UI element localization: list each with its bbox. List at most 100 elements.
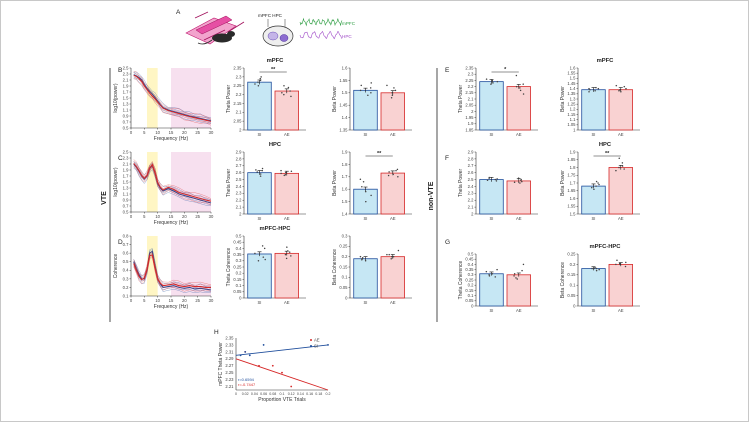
y-tick-label: 2.7 [468, 163, 474, 168]
y-tick-label: 0.25 [233, 264, 242, 269]
data-point [370, 194, 372, 197]
data-point [615, 263, 617, 266]
data-point [620, 91, 622, 93]
x-tick-label: 10 [155, 130, 160, 135]
y-tick-label: 2.3 [236, 74, 242, 79]
scatter-point-si [327, 344, 329, 346]
data-point [361, 257, 363, 260]
chart-title: mPFC [597, 58, 615, 64]
y-axis-label: Theta Power [226, 168, 232, 197]
data-point [618, 166, 620, 169]
y-tick-label: 0.15 [233, 277, 242, 282]
y-tick-label: 0.2 [236, 271, 242, 276]
rat-icon [197, 31, 235, 45]
bar-ae [506, 274, 531, 307]
bar-ae [274, 252, 299, 299]
bar-ae [274, 172, 299, 215]
data-point [595, 185, 597, 187]
y-tick-label: 2.33 [225, 342, 234, 347]
x-category-label: SI [364, 132, 368, 137]
bar-chart-C_theta: 2.9 2.8 2.7 2.6 2.5 2.4 2.3 2.2 2.12 SI AE Theta Po… [226, 142, 306, 221]
bar-si [581, 89, 606, 131]
y-tick-label: 2.4 [468, 184, 474, 189]
y-tick-label: 0.7 [123, 203, 129, 208]
data-point [259, 175, 262, 177]
y-tick-label: 2.2 [236, 198, 242, 203]
data-point [623, 168, 625, 170]
data-point [623, 85, 626, 88]
data-point [588, 91, 590, 93]
data-point [359, 255, 362, 258]
x-tick-label: 25 [195, 298, 200, 303]
bar-si [479, 273, 504, 307]
y-tick-label: 2.5 [123, 149, 129, 154]
y-tick-label: 2.1 [468, 96, 474, 101]
panel-label-h: H [214, 329, 219, 336]
data-point [254, 252, 256, 255]
scatter-chart-H_scatter: 2.352.332.312.292.272.252.232.210 0.02 0.0… [218, 335, 331, 403]
y-tick-label: 1.5 [342, 90, 348, 95]
data-point [257, 84, 260, 87]
data-point [386, 253, 388, 256]
series-line-ae [133, 72, 212, 121]
data-point [597, 182, 599, 184]
y-tick-label: 0.25 [339, 244, 348, 249]
data-point [598, 268, 600, 271]
data-point [595, 86, 597, 89]
data-point [595, 180, 598, 183]
y-tick-label: 1.3 [123, 101, 129, 106]
y-axis-label: Beta Power [560, 170, 566, 196]
data-point [255, 169, 257, 171]
x-tick-label: 0.1 [280, 392, 285, 396]
data-point [393, 87, 395, 89]
data-point [260, 76, 262, 78]
y-tick-label: 2.2 [468, 198, 474, 203]
data-point [515, 277, 517, 279]
y-tick-label: 2.7 [236, 163, 242, 168]
data-point [288, 251, 291, 253]
x-tick-label: 5 [143, 130, 146, 135]
data-point [488, 275, 491, 277]
data-point [485, 78, 488, 80]
hpc-lfp-trace [299, 30, 343, 40]
y-tick-label: 0.25 [465, 277, 474, 282]
side-label-non-vte: non-VTE [428, 181, 435, 210]
trace-label-mpfc: mPFC [342, 21, 356, 26]
scatter-point-ae [271, 364, 274, 367]
series-line-ae [133, 256, 212, 290]
data-point [594, 266, 596, 269]
y-tick-label: 2.05 [233, 119, 242, 124]
y-tick-label: 1.65 [567, 188, 576, 193]
y-tick-label: 0.8 [123, 233, 129, 238]
x-category-label: SI [490, 132, 494, 137]
y-tick-label: 2.2 [236, 92, 242, 97]
y-tick-label: 2.5 [468, 177, 474, 182]
x-tick-label: 30 [209, 214, 214, 219]
data-point [259, 77, 262, 80]
data-point [589, 88, 591, 91]
data-point [615, 169, 617, 172]
plot-area: 2.52.32.11.91.71.51.31.10.90.70.50 5 10 15 2… [113, 58, 640, 403]
x-category-label: SI [364, 216, 368, 221]
x-category-label: AE [390, 216, 396, 221]
trace-label-hpc: HPC [342, 34, 352, 39]
y-tick-label: 0.7 [123, 242, 129, 247]
data-point [286, 246, 288, 248]
y-tick-label: 1.3 [123, 185, 129, 190]
data-point [491, 79, 494, 82]
data-point [391, 92, 393, 94]
x-category-label: AE [618, 216, 624, 221]
bar-chart-F_beta: 1.9 1.85 1.8 1.75 1.7 1.65 1.6 1.55 1.5 SI AE Beta … [560, 142, 640, 221]
data-point [522, 263, 525, 266]
significance-marker: ** [271, 67, 276, 73]
maze-schematic [185, 11, 245, 45]
y-tick-label: 1.1 [123, 107, 129, 112]
side-label-vte: VTE [101, 191, 108, 205]
significance-marker: ** [605, 151, 610, 157]
data-point [284, 173, 287, 176]
y-tick-label: 1.5 [123, 95, 129, 100]
y-tick-label: 2 [239, 211, 242, 216]
panel-label-f: F [445, 155, 449, 162]
x-tick-label: 30 [209, 298, 214, 303]
data-point [386, 84, 388, 87]
